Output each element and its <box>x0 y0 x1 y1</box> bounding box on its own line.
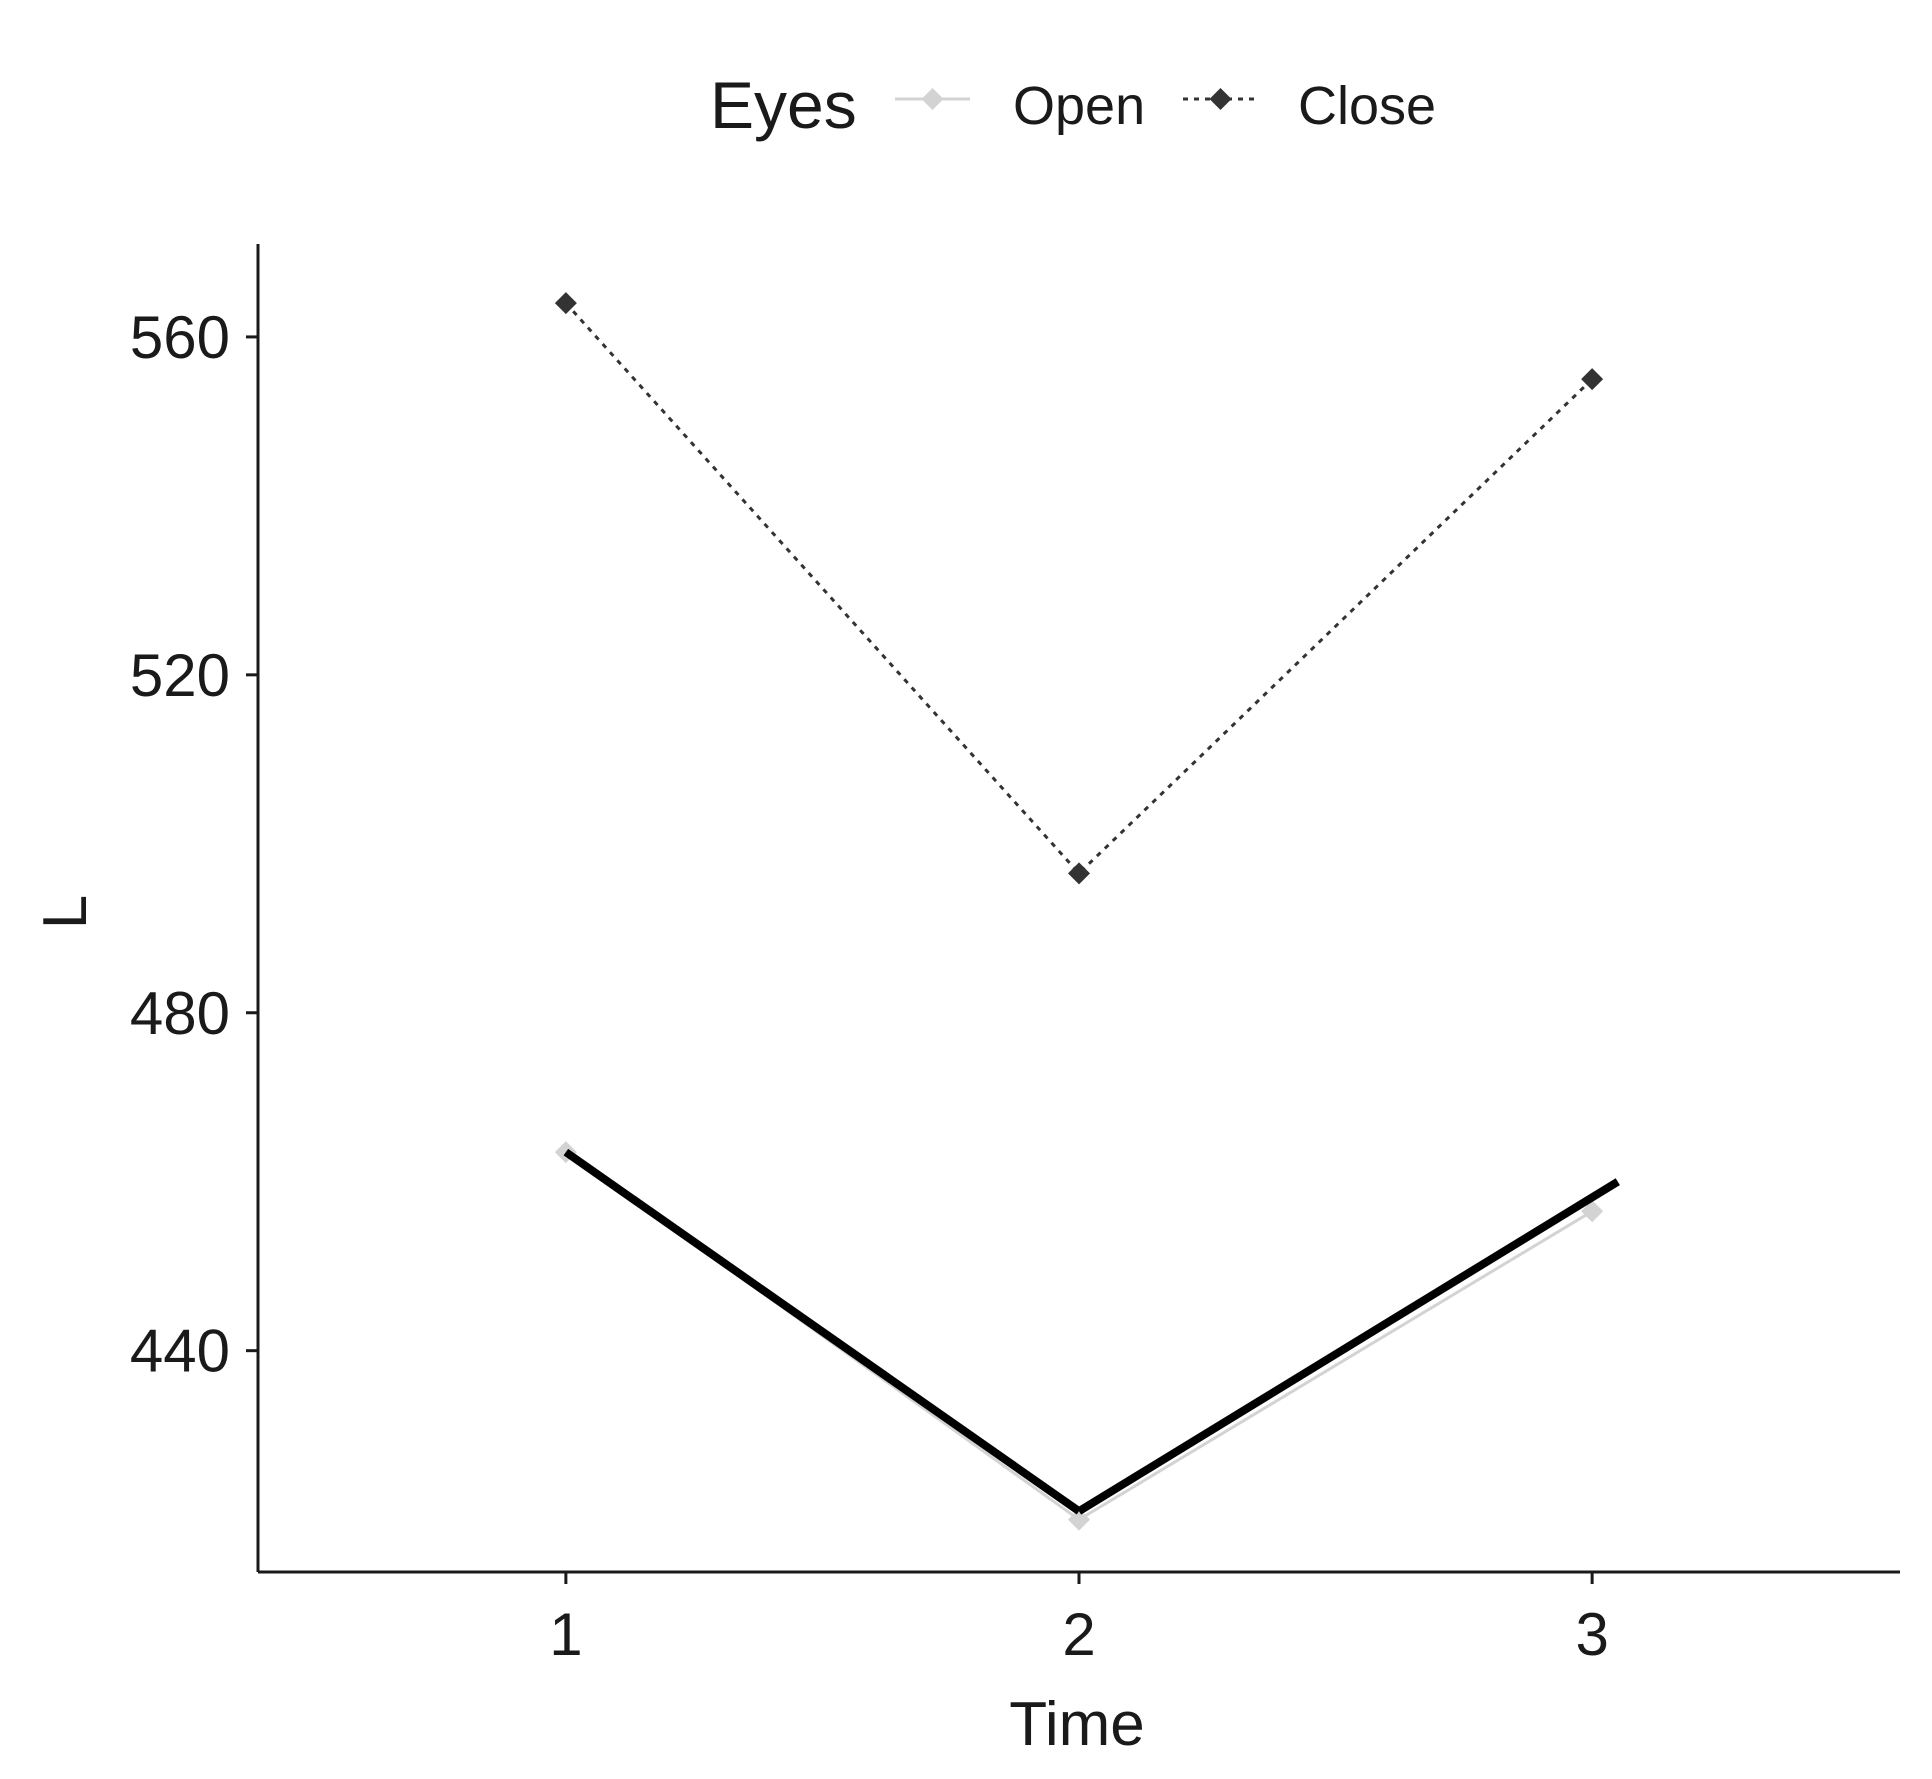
x-axis-title: Time <box>1009 1690 1144 1759</box>
x-tick-label: 1 <box>549 1601 582 1668</box>
legend-marker-close <box>1209 88 1232 110</box>
series-line-open <box>565 1150 1593 1522</box>
y-axis-ticks: 440 480 520 560 <box>130 304 258 1385</box>
legend-key-close <box>1183 88 1258 110</box>
legend-title: Eyes <box>710 68 857 142</box>
data-point-close <box>1581 368 1604 391</box>
annotation-layer <box>563 1148 1620 1515</box>
y-tick-label: 560 <box>130 304 230 371</box>
plot-area: 440 480 520 560 1 2 3 <box>130 244 1900 1668</box>
legend-marker-open <box>921 88 944 110</box>
y-axis-title: L <box>31 895 100 929</box>
legend-key-open <box>895 88 970 110</box>
legend-label-open: Open <box>1013 76 1145 136</box>
legend: Eyes Open Close <box>710 68 1436 142</box>
x-tick-label: 2 <box>1062 1601 1095 1668</box>
series-line-close <box>564 302 1594 876</box>
overlay-line <box>1076 1178 1620 1515</box>
data-point-close <box>554 292 577 315</box>
legend-label-close: Close <box>1298 76 1436 136</box>
data-point-close <box>1068 862 1090 885</box>
data-point-open <box>1068 1508 1090 1531</box>
series-layer <box>554 292 1604 1531</box>
y-tick-label: 520 <box>130 642 230 709</box>
y-tick-label: 440 <box>130 1318 230 1385</box>
x-axis-ticks: 1 2 3 <box>549 1572 1609 1668</box>
y-tick-label: 480 <box>130 980 230 1047</box>
x-tick-label: 3 <box>1575 1601 1608 1668</box>
overlay-line <box>563 1148 1082 1515</box>
data-point-open <box>1581 1200 1604 1223</box>
